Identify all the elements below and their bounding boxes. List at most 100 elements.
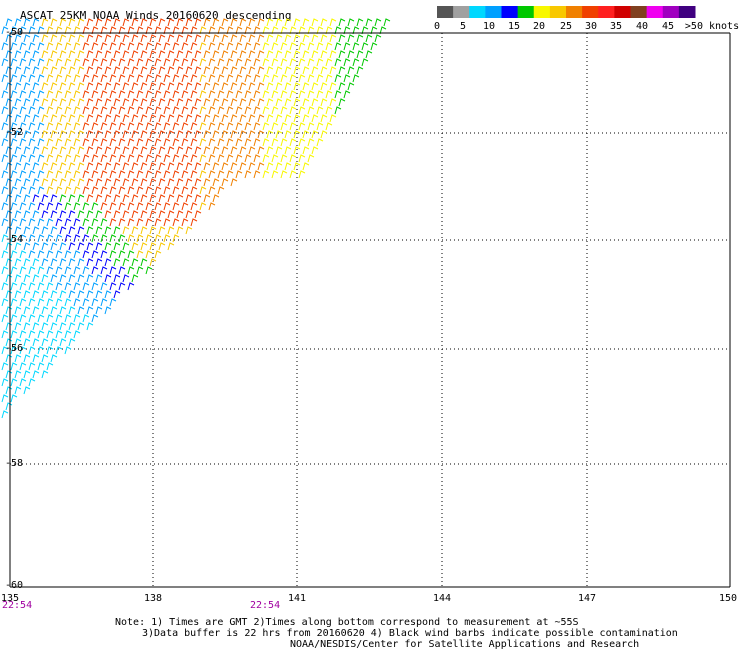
wind-barb [46,42,54,51]
wind-barb [14,370,22,379]
wind-barb [163,186,171,195]
wind-barb [172,138,180,147]
wind-barb [262,26,270,35]
wind-barb [320,34,328,43]
wind-barb [176,98,184,107]
wind-barb [100,74,108,83]
wind-barb [41,258,49,267]
wind-barb [140,162,148,171]
wind-barb [91,266,99,275]
wind-barb [320,114,328,123]
wind-barb [1,234,9,243]
wind-barb [167,194,175,203]
wind-barb [226,26,234,35]
wind-barb [37,298,45,307]
wind-barb [82,266,90,275]
wind-barb [131,146,139,155]
wind-barb [1,362,9,371]
wind-barb [91,202,99,211]
wind-barb [14,98,22,107]
colorbar-label-15: 15 [507,21,521,32]
wind-barb [82,26,90,35]
wind-barb [131,34,139,43]
wind-barb [244,106,252,115]
wind-barb [122,162,130,171]
wind-barb [10,154,18,163]
wind-barb [32,210,40,219]
wind-barb [347,18,355,27]
wind-barb [19,170,27,179]
wind-barb [32,34,40,43]
wind-barb [28,42,36,51]
wind-barb [212,178,220,187]
wind-barb [59,210,67,219]
wind-barb [59,322,67,331]
wind-barb [19,346,27,355]
wind-barb [127,234,135,243]
wind-barb [239,162,247,171]
wind-barb [212,34,220,43]
wind-barb [113,274,121,283]
wind-barb [77,146,85,155]
wind-barb [302,18,310,27]
wind-barb [109,298,117,307]
wind-barb [91,250,99,259]
wind-barb [226,90,234,99]
wind-barb [100,282,108,291]
wind-barb [253,154,261,163]
wind-barb [10,122,18,131]
wind-barb [37,266,45,275]
wind-barb [104,146,112,155]
wind-barb [23,274,31,283]
wind-barb [5,66,13,75]
wind-barb [320,98,328,107]
wind-barb [64,122,72,131]
wind-barb [95,306,103,315]
wind-speed-colorbar [437,6,696,18]
wind-barb [262,90,270,99]
wind-barb [122,210,130,219]
wind-barb [122,66,130,75]
wind-barb [257,66,265,75]
wind-barb [100,234,108,243]
wind-barb [55,234,63,243]
wind-barb [275,146,283,155]
wind-barb [104,114,112,123]
wind-barb [23,98,31,107]
wind-barb [46,74,54,83]
wind-barb [104,50,112,59]
wind-barb [230,178,238,187]
wind-barb [176,82,184,91]
wind-barb [113,66,121,75]
wind-barb [5,50,13,59]
wind-barb [50,290,58,299]
wind-barb [68,210,76,219]
wind-barb [91,314,99,323]
wind-barb [95,66,103,75]
wind-barb [37,234,45,243]
wind-barb [307,26,315,35]
colorbar-label-45: 45 [661,21,675,32]
wind-barb [10,138,18,147]
wind-barb [14,82,22,91]
wind-barb [365,18,373,27]
wind-barb [158,82,166,91]
wind-barb [14,66,22,75]
wind-barb [275,114,283,123]
wind-barb [320,66,328,75]
wind-barb [217,186,225,195]
wind-barb [271,58,279,67]
wind-barb [77,114,85,123]
wind-barb [86,274,94,283]
wind-barb [158,34,166,43]
wind-barb [41,194,49,203]
wind-barb [221,34,229,43]
wind-barb [109,170,117,179]
wind-barb [212,146,220,155]
wind-barb [104,210,112,219]
wind-barb [325,90,333,99]
wind-barb [131,50,139,59]
wind-barb [10,298,18,307]
wind-barb [37,202,45,211]
wind-barb [82,234,90,243]
